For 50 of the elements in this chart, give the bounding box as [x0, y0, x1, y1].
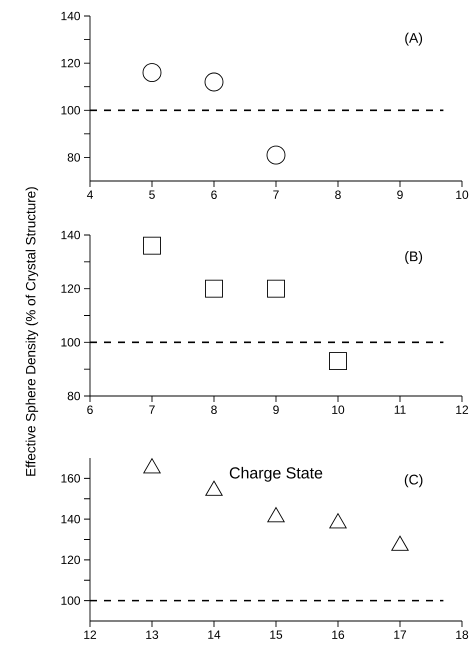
y-tick-label: 140: [61, 514, 80, 524]
x-tick-label: 12: [456, 406, 468, 414]
x-axis-title: Charge State: [230, 466, 322, 482]
y-tick-label: 140: [61, 12, 80, 20]
x-tick-label: 7: [149, 406, 155, 414]
x-tick-label: 13: [146, 630, 158, 639]
x-tick-label: 10: [456, 190, 468, 199]
point: [329, 352, 347, 370]
y-tick-label: 120: [61, 58, 80, 68]
annotation: (A): [405, 32, 422, 46]
point: [143, 236, 161, 255]
x-tick-label: 16: [332, 630, 344, 639]
x-tick-label: 8: [211, 406, 217, 414]
x-tick-label: 15: [270, 630, 282, 639]
annotation: (B): [405, 251, 422, 264]
y-tick-label: 160: [61, 474, 80, 483]
y-axis-title: Effective Sphere Density (% of Crystal Structure): [26, 187, 38, 476]
point: [267, 280, 285, 298]
x-tick-label: 17: [394, 630, 406, 639]
point: [266, 146, 286, 165]
x-tick-label: 6: [87, 406, 93, 414]
y-tick-label: 120: [61, 284, 80, 293]
x-tick-label: 18: [456, 630, 468, 639]
y-tick-label: 140: [61, 230, 80, 240]
y-tick-label: 100: [61, 106, 80, 115]
point: [391, 536, 409, 551]
y-tick-label: 100: [61, 596, 80, 605]
point: [143, 458, 161, 474]
annotation: (C): [404, 474, 422, 488]
x-tick-label: 10: [332, 406, 344, 414]
point: [205, 280, 223, 298]
point: [329, 513, 347, 528]
x-tick-label: 5: [149, 190, 155, 199]
x-tick-label: 7: [273, 190, 279, 199]
x-tick-label: 9: [273, 406, 279, 414]
y-tick-label: 120: [61, 556, 80, 564]
point: [142, 63, 162, 82]
point: [267, 507, 285, 522]
x-tick-label: 11: [394, 406, 406, 414]
x-tick-label: 14: [208, 630, 220, 639]
x-tick-label: 4: [86, 190, 93, 199]
x-tick-label: 12: [84, 630, 96, 639]
y-tick-label: 80: [68, 153, 80, 162]
y-tick-label: 100: [61, 338, 80, 347]
y-tick-label: 80: [68, 392, 80, 400]
x-tick-label: 8: [335, 190, 341, 199]
x-tick-label: 9: [397, 190, 403, 199]
point: [204, 72, 224, 92]
x-tick-label: 6: [211, 190, 217, 199]
point: [205, 480, 223, 496]
